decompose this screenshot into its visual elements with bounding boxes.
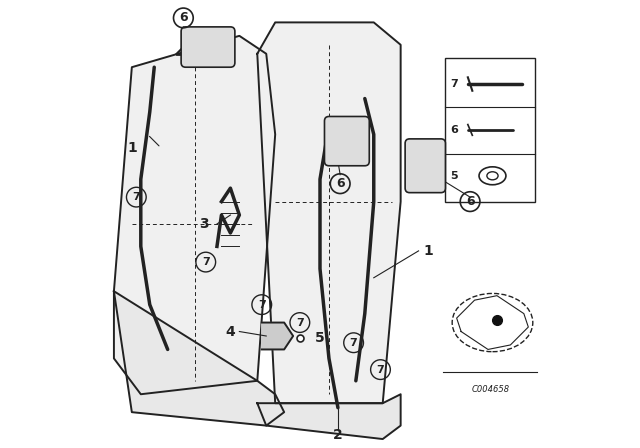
Text: 7: 7	[376, 365, 385, 375]
Polygon shape	[262, 323, 293, 349]
FancyBboxPatch shape	[181, 27, 235, 67]
Bar	[445, 58, 535, 202]
Text: 5: 5	[451, 171, 458, 181]
Text: 3: 3	[198, 217, 209, 231]
Text: C004658: C004658	[471, 385, 509, 394]
Text: 4: 4	[225, 324, 236, 339]
Text: 7: 7	[296, 318, 304, 327]
Text: 1: 1	[127, 141, 137, 155]
Text: 7: 7	[202, 257, 210, 267]
FancyBboxPatch shape	[405, 139, 445, 193]
Text: 7: 7	[451, 79, 458, 89]
Text: 6: 6	[451, 125, 458, 135]
Text: 2: 2	[333, 427, 343, 442]
Polygon shape	[114, 291, 284, 426]
Text: 7: 7	[349, 338, 358, 348]
Polygon shape	[257, 22, 401, 403]
Text: 6: 6	[466, 195, 474, 208]
Text: 6: 6	[336, 177, 344, 190]
Text: 7: 7	[132, 192, 140, 202]
Text: 7: 7	[258, 300, 266, 310]
Text: 5: 5	[315, 331, 325, 345]
FancyBboxPatch shape	[324, 116, 369, 166]
Polygon shape	[257, 394, 401, 439]
Text: 6: 6	[179, 11, 188, 25]
Polygon shape	[114, 36, 275, 394]
Text: 1: 1	[423, 244, 433, 258]
